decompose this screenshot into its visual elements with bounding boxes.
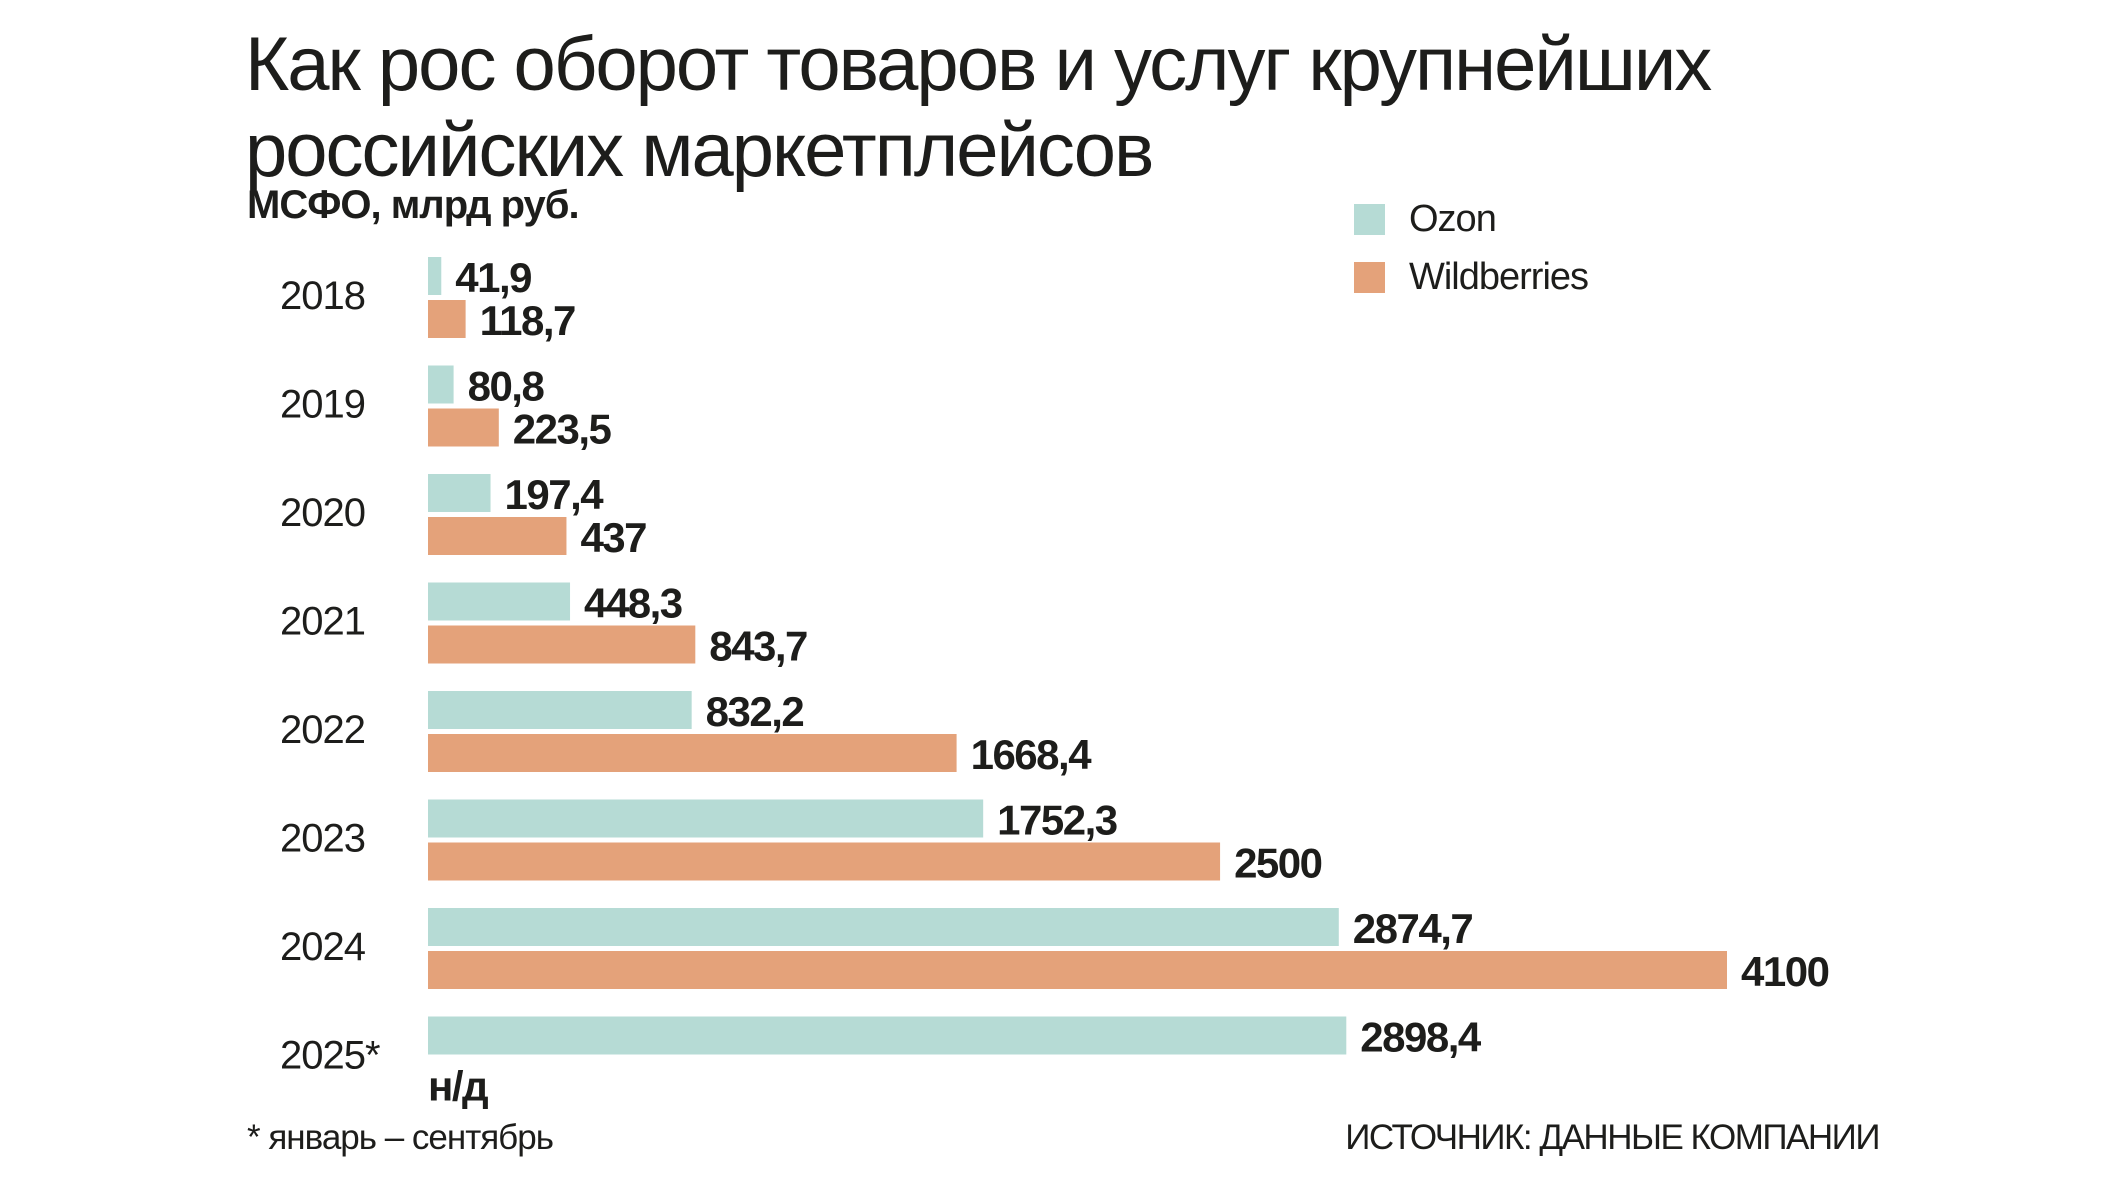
- value-label-wildberries: 2500: [1234, 840, 1322, 887]
- value-label-ozon: 41,9: [455, 254, 531, 301]
- bar-ozon: [428, 365, 454, 404]
- year-label: 2020: [280, 491, 365, 535]
- legend: Ozon Wildberries: [1354, 190, 1589, 306]
- value-label-ozon: 197,4: [505, 471, 605, 518]
- bar-ozon: [428, 908, 1339, 946]
- legend-label-ozon: Ozon: [1409, 197, 1497, 240]
- legend-item-ozon: Ozon: [1354, 190, 1588, 248]
- bar-ozon: [428, 691, 692, 729]
- bar-ozon: [428, 799, 984, 838]
- year-label: 2025*: [280, 1034, 380, 1078]
- value-label-ozon: 832,2: [706, 688, 804, 735]
- year-label: 2018: [280, 274, 365, 318]
- value-label-wildberries: 1668,4: [971, 731, 1093, 778]
- value-label-wildberries: 843,7: [709, 623, 807, 670]
- bar-wildberries: [428, 842, 1221, 881]
- chart-subtitle: МСФО, млрд руб.: [247, 183, 580, 227]
- source-note: Источник: данные компании: [1345, 1118, 1880, 1157]
- legend-label-wildberries: Wildberries: [1409, 255, 1589, 298]
- value-label-wildberries: н/д: [428, 1063, 488, 1110]
- value-label-ozon: 80,8: [468, 363, 545, 410]
- year-label: 2023: [280, 817, 365, 861]
- bar-wildberries: [428, 951, 1727, 989]
- value-label-wildberries: 4100: [1741, 948, 1829, 995]
- chart-title: Как рос оборот товаров и услуг крупнейши…: [245, 22, 1712, 193]
- bar-wildberries: [428, 625, 696, 664]
- year-label: 2021: [280, 600, 365, 644]
- year-label: 2022: [280, 708, 365, 752]
- value-label-wildberries: 223,5: [513, 406, 612, 453]
- year-label: 2024: [280, 925, 366, 969]
- legend-swatch-wildberries: [1354, 261, 1385, 293]
- value-label-ozon: 448,3: [584, 580, 682, 627]
- bar-wildberries: [428, 408, 499, 447]
- value-label-ozon: 2874,7: [1353, 905, 1473, 952]
- value-label-wildberries: 437: [580, 514, 646, 561]
- value-label-ozon: 2898,4: [1360, 1014, 1482, 1061]
- bar-wildberries: [428, 734, 957, 772]
- legend-item-wildberries: Wildberries: [1354, 248, 1589, 306]
- bar-ozon: [428, 257, 442, 295]
- legend-swatch-ozon: [1354, 203, 1385, 235]
- footnote: * январь – сентябрь: [247, 1118, 554, 1157]
- bar-ozon: [428, 474, 491, 512]
- bar-wildberries: [428, 517, 567, 555]
- bar-wildberries: [428, 300, 466, 338]
- bar-ozon: [428, 582, 571, 621]
- bar-ozon: [428, 1016, 1347, 1055]
- value-label-ozon: 1752,3: [997, 797, 1117, 844]
- value-label-wildberries: 118,7: [480, 297, 575, 344]
- year-label: 2019: [280, 383, 365, 427]
